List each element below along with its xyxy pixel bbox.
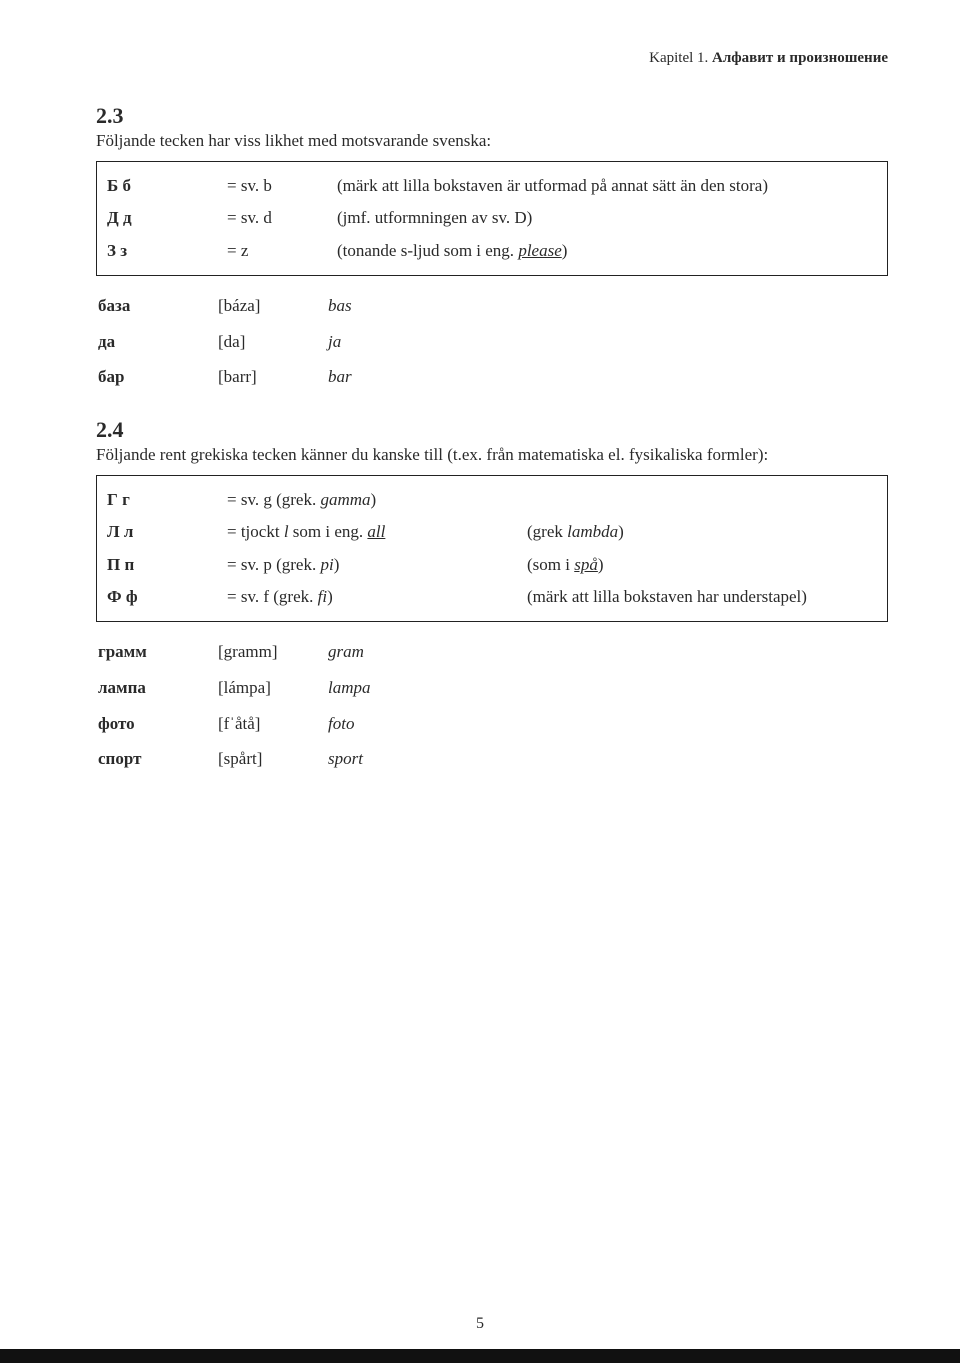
- example-phon: [spårt]: [218, 741, 328, 777]
- example-word: спорт: [98, 741, 218, 777]
- table-row: Б б = sv. b (märk att lilla bokstaven är…: [107, 170, 877, 202]
- letter-cell: Д д: [107, 202, 227, 234]
- examples-2-3: база [báza] bas да [da] ja бар [barr] ba…: [98, 288, 888, 395]
- note-italic-underline: please: [518, 241, 561, 260]
- example-word: база: [98, 288, 218, 324]
- eq-text: = sv. f (grek.: [227, 587, 318, 606]
- letter-cell: Б б: [107, 170, 227, 202]
- note-text: ): [562, 241, 568, 260]
- table-row: Г г = sv. g (grek. gamma): [107, 484, 877, 516]
- section-2-4-number: 2.4: [96, 417, 888, 443]
- eq-text: = tjockt: [227, 522, 284, 541]
- equiv-cell: = sv. p (grek. pi): [227, 549, 527, 581]
- equiv-cell: = sv. g (grek. gamma): [227, 484, 527, 516]
- note-text: (grek: [527, 522, 567, 541]
- example-row: фото [fˈåtå] foto: [98, 706, 888, 742]
- note-text: ): [618, 522, 624, 541]
- example-gloss: sport: [328, 741, 363, 777]
- example-word: бар: [98, 359, 218, 395]
- note-cell: (som i spå): [527, 549, 877, 581]
- eq-text: som i eng.: [289, 522, 368, 541]
- table-row: Л л = tjockt l som i eng. all (grek lamb…: [107, 516, 877, 548]
- equiv-cell: = sv. d: [227, 202, 337, 234]
- scan-bottom-edge: [0, 1349, 960, 1363]
- table-2-4: Г г = sv. g (grek. gamma) Л л = tjockt l…: [96, 475, 888, 622]
- note-cell: (märk att lilla bokstaven har understape…: [527, 581, 877, 613]
- example-word: лампа: [98, 670, 218, 706]
- note-cell: (jmf. utformningen av sv. D): [337, 202, 877, 234]
- letter-cell: Л л: [107, 516, 227, 548]
- eq-text: ): [334, 555, 340, 574]
- section-2-4-intro: Följande rent grekiska tecken känner du …: [96, 445, 888, 465]
- table-row: Ф ф = sv. f (grek. fi) (märk att lilla b…: [107, 581, 877, 613]
- examples-2-4: грамм [gramm] gram лампа [lámpa] lampa ф…: [98, 634, 888, 777]
- eq-text: ): [371, 490, 377, 509]
- page: Kapitel 1. Алфавит и произношение 2.3 Fö…: [0, 0, 960, 1363]
- eq-italic-underline: all: [367, 522, 385, 541]
- example-row: лампа [lámpa] lampa: [98, 670, 888, 706]
- example-row: да [da] ja: [98, 324, 888, 360]
- page-number: 5: [0, 1315, 960, 1333]
- example-row: спорт [spårt] sport: [98, 741, 888, 777]
- example-phon: [gramm]: [218, 634, 328, 670]
- example-gloss: ja: [328, 324, 341, 360]
- letter-cell: Г г: [107, 484, 227, 516]
- eq-text: ): [327, 587, 333, 606]
- example-gloss: bas: [328, 288, 352, 324]
- example-word: грамм: [98, 634, 218, 670]
- example-phon: [lámpa]: [218, 670, 328, 706]
- example-phon: [da]: [218, 324, 328, 360]
- eq-italic: fi: [318, 587, 327, 606]
- equiv-cell: = sv. f (grek. fi): [227, 581, 527, 613]
- eq-text: = sv. g (grek.: [227, 490, 320, 509]
- example-row: грамм [gramm] gram: [98, 634, 888, 670]
- note-italic-underline: spå: [574, 555, 598, 574]
- running-header: Kapitel 1. Алфавит и произношение: [96, 50, 888, 67]
- header-russian-title: Алфавит и произношение: [712, 50, 888, 66]
- eq-italic: gamma: [320, 490, 370, 509]
- example-phon: [barr]: [218, 359, 328, 395]
- example-phon: [báza]: [218, 288, 328, 324]
- note-text: ): [598, 555, 604, 574]
- equiv-cell: = sv. b: [227, 170, 337, 202]
- section-2-3-intro: Följande tecken har viss likhet med mots…: [96, 131, 888, 151]
- example-gloss: foto: [328, 706, 354, 742]
- example-phon: [fˈåtå]: [218, 706, 328, 742]
- example-word: фото: [98, 706, 218, 742]
- note-text: (tonande s-ljud som i eng.: [337, 241, 518, 260]
- note-cell: (tonande s-ljud som i eng. please): [337, 235, 877, 267]
- table-row: З з = z (tonande s-ljud som i eng. pleas…: [107, 235, 877, 267]
- example-gloss: gram: [328, 634, 364, 670]
- table-row: Д д = sv. d (jmf. utformningen av sv. D): [107, 202, 877, 234]
- note-italic: lambda: [567, 522, 618, 541]
- eq-italic: pi: [320, 555, 333, 574]
- note-cell: (märk att lilla bokstaven är utformad på…: [337, 170, 877, 202]
- equiv-cell: = z: [227, 235, 337, 267]
- letter-cell: П п: [107, 549, 227, 581]
- note-cell: (grek lambda): [527, 516, 877, 548]
- table-row: П п = sv. p (grek. pi) (som i spå): [107, 549, 877, 581]
- example-word: да: [98, 324, 218, 360]
- eq-text: = sv. p (grek.: [227, 555, 320, 574]
- table-2-3: Б б = sv. b (märk att lilla bokstaven är…: [96, 161, 888, 276]
- section-2-3-number: 2.3: [96, 103, 888, 129]
- equiv-cell: = tjockt l som i eng. all: [227, 516, 527, 548]
- example-gloss: lampa: [328, 670, 371, 706]
- letter-cell: Ф ф: [107, 581, 227, 613]
- header-kapitel: Kapitel 1.: [649, 50, 712, 66]
- example-row: база [báza] bas: [98, 288, 888, 324]
- note-text: (som i: [527, 555, 574, 574]
- letter-cell: З з: [107, 235, 227, 267]
- example-row: бар [barr] bar: [98, 359, 888, 395]
- example-gloss: bar: [328, 359, 352, 395]
